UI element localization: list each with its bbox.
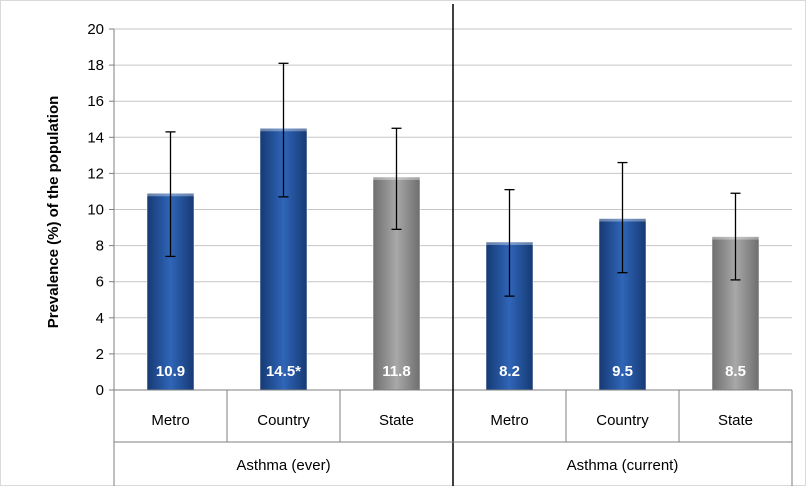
y-tick-label: 4 <box>96 310 104 327</box>
bar-value-label: 14.5* <box>266 363 301 380</box>
y-tick-label: 6 <box>96 274 104 291</box>
y-tick-label: 16 <box>87 93 104 110</box>
bar-value-label: 8.5 <box>725 363 746 380</box>
y-tick-label: 8 <box>96 238 104 255</box>
y-tick-label: 14 <box>87 129 104 146</box>
x-category-label: Country <box>257 412 310 429</box>
y-tick-label: 18 <box>87 57 104 74</box>
x-category-label: State <box>718 412 753 429</box>
y-tick-label: 0 <box>96 382 104 399</box>
axis-layer: 0 2 4 6 8 10 12 14 16 18 20 Metro Country State Asthma… <box>87 4 793 486</box>
y-tick-label: 2 <box>96 346 104 363</box>
bars-layer: 10.9 14.5* 11.8 8.2 9.5 8.5 <box>146 62 760 391</box>
x-category-label: Metro <box>490 412 528 429</box>
y-axis-label: Prevalence (%) of the population <box>45 96 62 329</box>
x-group-label: Asthma (current) <box>567 457 679 474</box>
y-tick-label: 20 <box>87 21 104 38</box>
x-category-label: Metro <box>151 412 189 429</box>
x-category-label: Country <box>596 412 649 429</box>
bar-value-label: 9.5 <box>612 363 633 380</box>
bar-value-label: 8.2 <box>499 363 520 380</box>
bar-value-label: 10.9 <box>156 363 185 380</box>
bar-value-label: 11.8 <box>382 363 410 380</box>
x-category-label: State <box>379 412 414 429</box>
x-group-label: Asthma (ever) <box>236 457 330 474</box>
y-tick-label: 10 <box>87 202 104 219</box>
y-tick-label: 12 <box>87 165 104 182</box>
